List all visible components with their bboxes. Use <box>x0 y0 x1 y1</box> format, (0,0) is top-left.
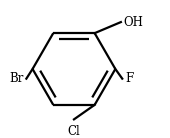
Text: OH: OH <box>124 16 143 29</box>
Text: Cl: Cl <box>68 125 80 138</box>
Text: Br: Br <box>9 72 24 85</box>
Text: F: F <box>125 72 133 85</box>
